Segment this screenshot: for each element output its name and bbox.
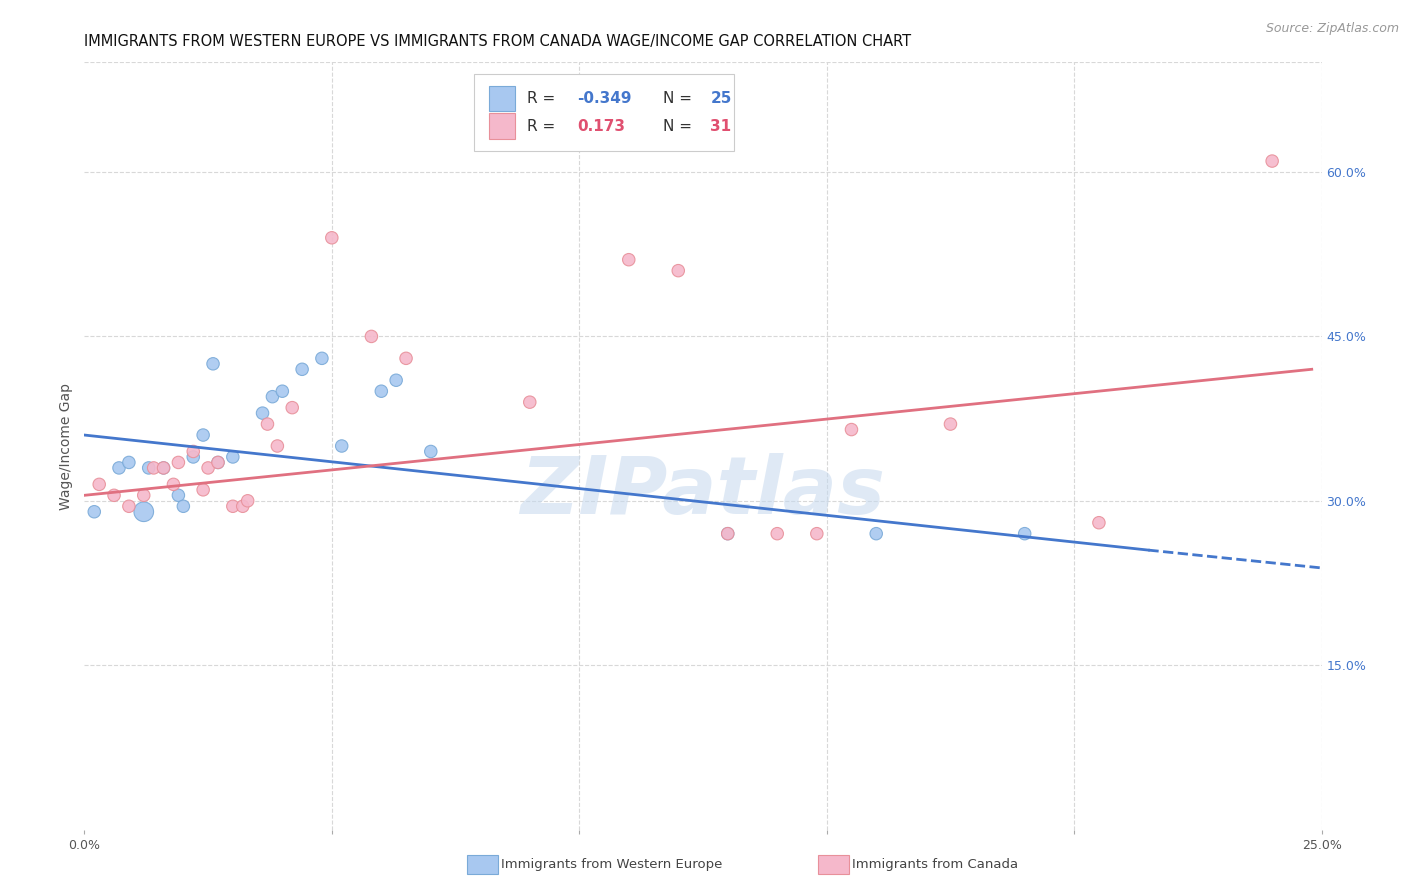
Point: [191, 483, 214, 497]
Point: [152, 461, 174, 475]
Point: [1088, 516, 1111, 530]
Text: 31: 31: [710, 119, 731, 134]
Text: 25: 25: [710, 91, 731, 106]
Point: [256, 417, 278, 431]
Point: [1014, 526, 1036, 541]
Point: [152, 461, 174, 475]
Point: [132, 488, 155, 502]
Text: Immigrants from Canada: Immigrants from Canada: [852, 858, 1018, 871]
Point: [939, 417, 962, 431]
Point: [108, 461, 131, 475]
Point: [236, 493, 259, 508]
Point: [89, 477, 111, 491]
Point: [83, 505, 105, 519]
Point: [330, 439, 353, 453]
FancyBboxPatch shape: [489, 86, 515, 112]
Point: [266, 439, 288, 453]
FancyBboxPatch shape: [474, 74, 734, 151]
Point: [142, 461, 165, 475]
Point: [172, 500, 194, 514]
Point: [207, 455, 229, 469]
Point: [766, 526, 789, 541]
Text: Source: ZipAtlas.com: Source: ZipAtlas.com: [1265, 22, 1399, 36]
Text: ZIPatlas: ZIPatlas: [520, 453, 886, 531]
Point: [1261, 154, 1284, 169]
Point: [395, 351, 418, 366]
Point: [262, 390, 284, 404]
Point: [138, 461, 160, 475]
Point: [519, 395, 541, 409]
Point: [181, 444, 204, 458]
Point: [666, 263, 689, 277]
Point: [291, 362, 314, 376]
Point: [717, 526, 740, 541]
Point: [806, 526, 828, 541]
Point: [222, 500, 245, 514]
Text: R =: R =: [527, 119, 561, 134]
Text: N =: N =: [664, 119, 697, 134]
Point: [717, 526, 740, 541]
Point: [197, 461, 219, 475]
Point: [281, 401, 304, 415]
FancyBboxPatch shape: [489, 113, 515, 139]
Point: [311, 351, 333, 366]
Text: 0.173: 0.173: [576, 119, 624, 134]
Point: [222, 450, 245, 464]
Point: [360, 329, 382, 343]
Point: [232, 500, 254, 514]
Point: [370, 384, 392, 399]
Point: [321, 231, 343, 245]
Point: [162, 477, 184, 491]
Point: [385, 373, 408, 387]
Point: [841, 423, 863, 437]
Y-axis label: Wage/Income Gap: Wage/Income Gap: [59, 383, 73, 509]
Point: [191, 428, 214, 442]
Point: [252, 406, 274, 420]
Point: [419, 444, 441, 458]
Point: [271, 384, 294, 399]
Point: [202, 357, 225, 371]
Text: Immigrants from Western Europe: Immigrants from Western Europe: [501, 858, 721, 871]
Text: -0.349: -0.349: [576, 91, 631, 106]
Point: [207, 455, 229, 469]
Point: [118, 500, 141, 514]
Point: [865, 526, 887, 541]
Point: [167, 488, 190, 502]
Point: [167, 455, 190, 469]
Point: [132, 505, 155, 519]
Point: [118, 455, 141, 469]
Point: [181, 450, 204, 464]
Text: R =: R =: [527, 91, 561, 106]
Text: N =: N =: [664, 91, 697, 106]
Point: [617, 252, 640, 267]
Text: IMMIGRANTS FROM WESTERN EUROPE VS IMMIGRANTS FROM CANADA WAGE/INCOME GAP CORRELA: IMMIGRANTS FROM WESTERN EUROPE VS IMMIGR…: [84, 34, 911, 49]
Point: [103, 488, 125, 502]
